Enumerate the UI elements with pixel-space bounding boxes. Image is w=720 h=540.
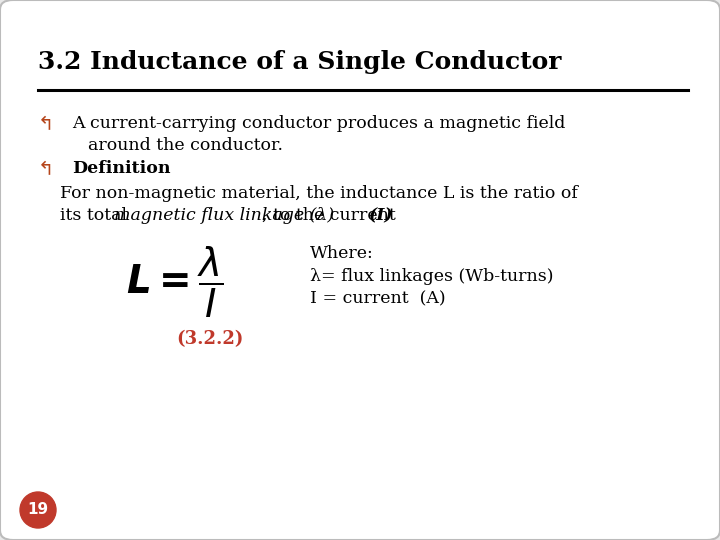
Text: Where:: Where: [310,245,374,262]
Text: , to the current: , to the current [262,207,401,224]
Text: ↰: ↰ [38,160,55,179]
Text: ↰: ↰ [38,115,55,134]
Text: I = current  (A): I = current (A) [310,290,446,307]
Text: (3.2.2): (3.2.2) [176,330,243,348]
Text: For non-magnetic material, the inductance L is the ratio of: For non-magnetic material, the inductanc… [60,185,578,202]
Text: its total: its total [60,207,132,224]
Text: $\boldsymbol{L = \dfrac{\lambda}{I}}$: $\boldsymbol{L = \dfrac{\lambda}{I}}$ [126,245,224,320]
Circle shape [20,492,56,528]
Text: magnetic flux linkage (λ): magnetic flux linkage (λ) [114,207,334,224]
Text: around the conductor.: around the conductor. [88,137,283,154]
Text: λ= flux linkages (Wb-turns): λ= flux linkages (Wb-turns) [310,268,554,285]
Text: (I): (I) [369,207,394,224]
Text: 3.2 Inductance of a Single Conductor: 3.2 Inductance of a Single Conductor [38,50,562,74]
Text: 19: 19 [27,503,48,517]
Text: A current-carrying conductor produces a magnetic field: A current-carrying conductor produces a … [72,115,565,132]
Text: Definition: Definition [72,160,171,177]
